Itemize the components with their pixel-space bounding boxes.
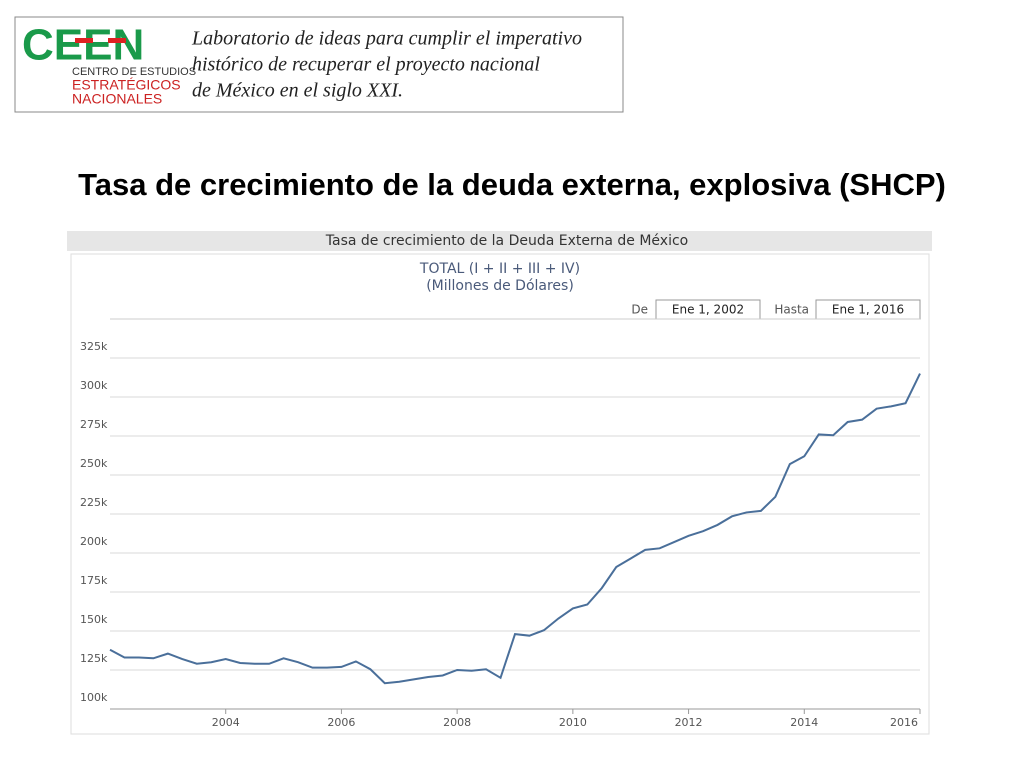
slide-title: Tasa de crecimiento de la deuda externa,… <box>78 167 946 202</box>
y-tick-label: 225k <box>80 496 108 509</box>
chart-title: Tasa de crecimiento de la Deuda Externa … <box>325 233 688 249</box>
chart-subtitle: TOTAL (I + II + III + IV) <box>419 261 580 277</box>
x-tick-label: 2008 <box>443 716 471 729</box>
x-tick-label: 2010 <box>559 716 587 729</box>
x-tick-label: 2016 <box>890 716 918 729</box>
y-tick-label: 325k <box>80 340 108 353</box>
y-tick-label: 175k <box>80 574 108 587</box>
logo-subtitle: NACIONALES <box>72 91 162 107</box>
logo-bar <box>108 38 126 43</box>
logo-bar <box>75 38 93 43</box>
y-tick-label: 100k <box>80 691 108 704</box>
x-tick-label: 2006 <box>327 716 355 729</box>
y-tick-label: 150k <box>80 613 108 626</box>
chart-subtitle: (Millones de Dólares) <box>426 278 574 294</box>
y-tick-label: 250k <box>80 457 108 470</box>
logo-subtitle: ESTRATÉGICOS <box>72 77 181 93</box>
tagline: de México en el siglo XXI. <box>192 80 403 102</box>
range-label: De <box>631 303 648 317</box>
data-line <box>109 373 921 685</box>
chart-panel <box>70 253 930 735</box>
logo-box <box>14 16 624 113</box>
chart-header <box>67 231 932 251</box>
y-tick-label: 300k <box>80 379 108 392</box>
x-tick-label: 2014 <box>790 716 818 729</box>
tagline: Laboratorio de ideas para cumplir el imp… <box>191 28 582 50</box>
logo: CEEN <box>22 21 144 70</box>
x-tick-label: 2004 <box>212 716 240 729</box>
x-tick-label: 2012 <box>675 716 703 729</box>
range-label: Hasta <box>774 303 809 317</box>
y-tick-label: 200k <box>80 535 108 548</box>
range-value: Ene 1, 2016 <box>832 303 904 317</box>
range-value: Ene 1, 2002 <box>672 303 744 317</box>
logo-subtitle: CENTRO DE ESTUDIOS <box>72 66 196 78</box>
tagline: histórico de recuperar el proyecto nacio… <box>192 54 540 76</box>
y-tick-label: 275k <box>80 418 108 431</box>
y-tick-label: 125k <box>80 652 108 665</box>
